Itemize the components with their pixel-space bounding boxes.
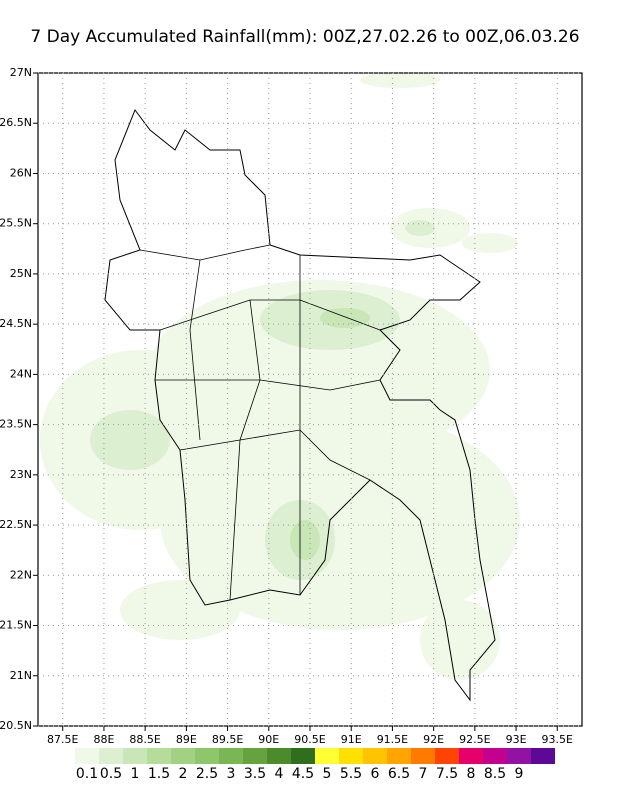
x-tick-label: 88.5E xyxy=(129,733,160,746)
legend-swatch xyxy=(99,748,123,764)
rain-shading xyxy=(40,72,520,680)
x-tick-label: 90E xyxy=(258,733,279,746)
x-tick-label: 93E xyxy=(506,733,527,746)
legend-label: 2 xyxy=(179,766,188,782)
legend-swatch xyxy=(363,748,387,764)
rain-area xyxy=(150,280,490,460)
legend-swatch xyxy=(459,748,483,764)
legend-label: 9 xyxy=(515,766,524,782)
legend-label: 8.5 xyxy=(484,766,506,782)
legend-swatch xyxy=(171,748,195,764)
y-tick-label: 23.5N xyxy=(0,418,32,431)
legend-swatch xyxy=(123,748,147,764)
rain-area xyxy=(360,72,440,88)
y-tick-label: 24.5N xyxy=(0,317,32,330)
y-tick-label: 22N xyxy=(10,568,32,581)
legend-swatch xyxy=(291,748,315,764)
legend-label: 4 xyxy=(275,766,284,782)
x-tick-label: 89.5E xyxy=(212,733,243,746)
x-tick-label: 92.5E xyxy=(459,733,490,746)
y-tick-label: 26.5N xyxy=(0,116,32,129)
legend-label: 7 xyxy=(419,766,428,782)
legend-label: 6.5 xyxy=(388,766,410,782)
country-outline xyxy=(104,108,496,702)
legend-swatch xyxy=(339,748,363,764)
legend-label: 4.5 xyxy=(292,766,314,782)
x-tick-label: 93.5E xyxy=(542,733,573,746)
legend-label: 8 xyxy=(467,766,476,782)
rain-area xyxy=(90,410,170,470)
rain-area xyxy=(160,410,520,630)
rain-area xyxy=(290,520,320,560)
rain-shading-3 xyxy=(290,308,370,560)
x-tick-label: 87.5E xyxy=(47,733,78,746)
y-tick-label: 22.5N xyxy=(0,518,32,531)
legend-swatch xyxy=(507,748,531,764)
legend-swatch xyxy=(531,748,555,764)
legend-swatch xyxy=(219,748,243,764)
y-tick-label: 23N xyxy=(10,468,32,481)
rain-area xyxy=(405,220,435,236)
y-tick-label: 20.5N xyxy=(0,719,32,732)
y-tick-label: 25.5N xyxy=(0,217,32,230)
rain-area xyxy=(120,580,240,640)
y-tick-label: 21.5N xyxy=(0,619,32,632)
legend-label: 1 xyxy=(131,766,140,782)
legend-label: 3.5 xyxy=(244,766,266,782)
map-title: 7 Day Accumulated Rainfall(mm): 00Z,27.0… xyxy=(30,27,579,47)
district-boundaries xyxy=(139,244,381,601)
legend-label: 5.5 xyxy=(340,766,362,782)
legend-swatch xyxy=(411,748,435,764)
x-tick-label: 91E xyxy=(341,733,362,746)
x-tick-label: 90.5E xyxy=(294,733,325,746)
x-tick-label: 89E xyxy=(176,733,197,746)
legend-swatch xyxy=(75,748,99,764)
legend-swatch xyxy=(147,748,171,764)
y-tick-label: 26N xyxy=(10,166,32,179)
legend-label: 7.5 xyxy=(436,766,458,782)
rain-area xyxy=(462,233,518,253)
rain-area xyxy=(320,308,370,328)
legend-label: 2.5 xyxy=(196,766,218,782)
legend-label: 6 xyxy=(371,766,380,782)
rain-area xyxy=(420,600,500,680)
legend-swatch xyxy=(315,748,339,764)
legend-swatch xyxy=(483,748,507,764)
legend-swatch xyxy=(435,748,459,764)
legend-label: 3 xyxy=(227,766,236,782)
y-tick-label: 27N xyxy=(10,66,32,79)
legend-swatch xyxy=(267,748,291,764)
y-tick-label: 24N xyxy=(10,367,32,380)
x-tick-label: 88E xyxy=(93,733,114,746)
legend-label: 0.1 xyxy=(76,766,98,782)
y-tick-label: 25N xyxy=(10,267,32,280)
legend-swatch xyxy=(195,748,219,764)
legend-label: 1.5 xyxy=(148,766,170,782)
x-tick-label: 91.5E xyxy=(377,733,408,746)
legend-swatch xyxy=(243,748,267,764)
legend-swatch xyxy=(387,748,411,764)
legend-label: 0.5 xyxy=(100,766,122,782)
y-tick-label: 21N xyxy=(10,669,32,682)
x-tick-label: 92E xyxy=(423,733,444,746)
legend-label: 5 xyxy=(323,766,332,782)
